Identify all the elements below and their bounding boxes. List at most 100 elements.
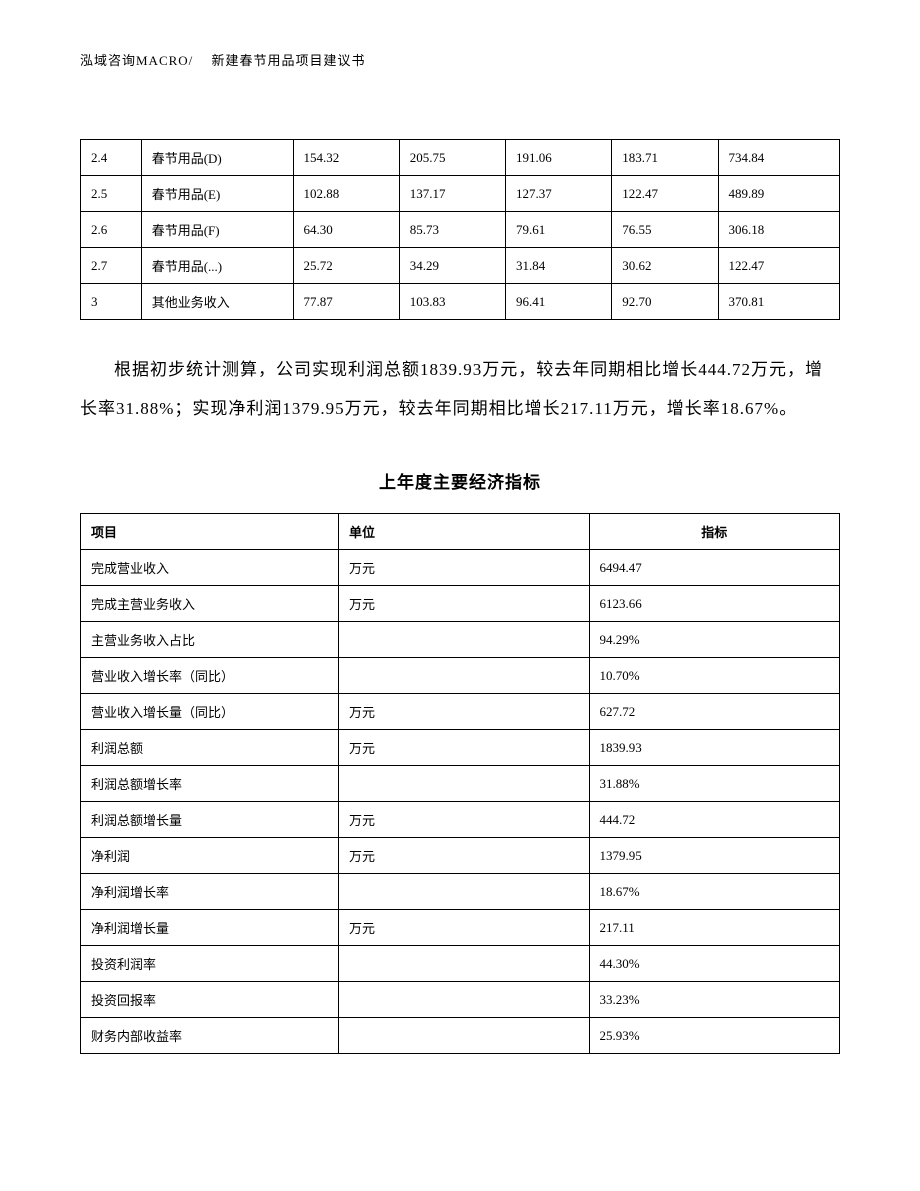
- cell-value: 10.70%: [589, 658, 839, 694]
- cell-value: 6123.66: [589, 586, 839, 622]
- cell-value: 444.72: [589, 802, 839, 838]
- cell-item: 主营业务收入占比: [81, 622, 339, 658]
- cell-item: 利润总额增长量: [81, 802, 339, 838]
- cell-value: 137.17: [399, 176, 505, 212]
- cell-value: 44.30%: [589, 946, 839, 982]
- table-row: 2.4 春节用品(D) 154.32 205.75 191.06 183.71 …: [81, 140, 840, 176]
- cell-id: 2.6: [81, 212, 142, 248]
- indicators-table-body: 完成营业收入 万元 6494.47 完成主营业务收入 万元 6123.66 主营…: [81, 550, 840, 1054]
- cell-value: 127.37: [506, 176, 612, 212]
- table-row: 2.7 春节用品(...) 25.72 34.29 31.84 30.62 12…: [81, 248, 840, 284]
- cell-value: 217.11: [589, 910, 839, 946]
- cell-item: 利润总额增长率: [81, 766, 339, 802]
- cell-unit: 万元: [339, 910, 589, 946]
- cell-value: 103.83: [399, 284, 505, 320]
- cell-item: 净利润: [81, 838, 339, 874]
- cell-value: 92.70: [612, 284, 718, 320]
- col-header-unit: 单位: [339, 514, 589, 550]
- table-header-row: 项目 单位 指标: [81, 514, 840, 550]
- cell-id: 2.5: [81, 176, 142, 212]
- cell-value: 94.29%: [589, 622, 839, 658]
- cell-value: 191.06: [506, 140, 612, 176]
- cell-item: 营业收入增长量（同比）: [81, 694, 339, 730]
- cell-unit: 万元: [339, 838, 589, 874]
- table-row: 2.6 春节用品(F) 64.30 85.73 79.61 76.55 306.…: [81, 212, 840, 248]
- cell-unit: [339, 622, 589, 658]
- table-row: 利润总额增长率 31.88%: [81, 766, 840, 802]
- cell-value: 25.72: [293, 248, 399, 284]
- cell-value: 31.88%: [589, 766, 839, 802]
- col-header-indicator: 指标: [589, 514, 839, 550]
- indicators-title: 上年度主要经济指标: [80, 468, 840, 493]
- cell-unit: 万元: [339, 730, 589, 766]
- cell-item: 春节用品(...): [141, 248, 293, 284]
- cell-item: 春节用品(F): [141, 212, 293, 248]
- cell-item: 投资利润率: [81, 946, 339, 982]
- table-row: 净利润增长率 18.67%: [81, 874, 840, 910]
- cell-value: 6494.47: [589, 550, 839, 586]
- cell-value: 154.32: [293, 140, 399, 176]
- cell-value: 85.73: [399, 212, 505, 248]
- cell-value: 122.47: [612, 176, 718, 212]
- cell-value: 205.75: [399, 140, 505, 176]
- table-row: 净利润增长量 万元 217.11: [81, 910, 840, 946]
- cell-value: 77.87: [293, 284, 399, 320]
- cell-value: 1379.95: [589, 838, 839, 874]
- cell-item: 春节用品(D): [141, 140, 293, 176]
- cell-value: 25.93%: [589, 1018, 839, 1054]
- cell-unit: 万元: [339, 694, 589, 730]
- table-row: 投资利润率 44.30%: [81, 946, 840, 982]
- cell-unit: [339, 1018, 589, 1054]
- cell-unit: [339, 874, 589, 910]
- table-row: 利润总额 万元 1839.93: [81, 730, 840, 766]
- table-row: 财务内部收益率 25.93%: [81, 1018, 840, 1054]
- table-row: 营业收入增长量（同比） 万元 627.72: [81, 694, 840, 730]
- cell-id: 2.4: [81, 140, 142, 176]
- table-row: 3 其他业务收入 77.87 103.83 96.41 92.70 370.81: [81, 284, 840, 320]
- page-header: 泓域咨询MACRO/ 新建春节用品项目建议书: [80, 50, 840, 69]
- cell-item: 完成主营业务收入: [81, 586, 339, 622]
- summary-paragraph: 根据初步统计测算，公司实现利润总额1839.93万元，较去年同期相比增长444.…: [80, 350, 840, 428]
- table-row: 完成主营业务收入 万元 6123.66: [81, 586, 840, 622]
- cell-value: 31.84: [506, 248, 612, 284]
- table-row: 净利润 万元 1379.95: [81, 838, 840, 874]
- cell-value: 64.30: [293, 212, 399, 248]
- cell-value: 489.89: [718, 176, 839, 212]
- cell-value: 183.71: [612, 140, 718, 176]
- table-row: 2.5 春节用品(E) 102.88 137.17 127.37 122.47 …: [81, 176, 840, 212]
- cell-unit: [339, 766, 589, 802]
- table-row: 营业收入增长率（同比） 10.70%: [81, 658, 840, 694]
- col-header-item: 项目: [81, 514, 339, 550]
- cell-value: 79.61: [506, 212, 612, 248]
- indicators-table-header: 项目 单位 指标: [81, 514, 840, 550]
- cell-item: 营业收入增长率（同比）: [81, 658, 339, 694]
- cell-item: 完成营业收入: [81, 550, 339, 586]
- cell-id: 2.7: [81, 248, 142, 284]
- cell-unit: [339, 946, 589, 982]
- cell-unit: [339, 982, 589, 1018]
- revenue-table: 2.4 春节用品(D) 154.32 205.75 191.06 183.71 …: [80, 139, 840, 320]
- cell-value: 734.84: [718, 140, 839, 176]
- cell-value: 627.72: [589, 694, 839, 730]
- cell-value: 122.47: [718, 248, 839, 284]
- cell-item: 其他业务收入: [141, 284, 293, 320]
- cell-item: 净利润增长率: [81, 874, 339, 910]
- table-row: 完成营业收入 万元 6494.47: [81, 550, 840, 586]
- cell-value: 33.23%: [589, 982, 839, 1018]
- cell-value: 34.29: [399, 248, 505, 284]
- cell-item: 投资回报率: [81, 982, 339, 1018]
- cell-item: 财务内部收益率: [81, 1018, 339, 1054]
- cell-value: 370.81: [718, 284, 839, 320]
- cell-value: 76.55: [612, 212, 718, 248]
- table-row: 利润总额增长量 万元 444.72: [81, 802, 840, 838]
- table-row: 投资回报率 33.23%: [81, 982, 840, 1018]
- cell-unit: 万元: [339, 802, 589, 838]
- cell-id: 3: [81, 284, 142, 320]
- cell-value: 102.88: [293, 176, 399, 212]
- cell-value: 1839.93: [589, 730, 839, 766]
- table-row: 主营业务收入占比 94.29%: [81, 622, 840, 658]
- cell-item: 春节用品(E): [141, 176, 293, 212]
- cell-value: 96.41: [506, 284, 612, 320]
- cell-unit: 万元: [339, 586, 589, 622]
- cell-unit: 万元: [339, 550, 589, 586]
